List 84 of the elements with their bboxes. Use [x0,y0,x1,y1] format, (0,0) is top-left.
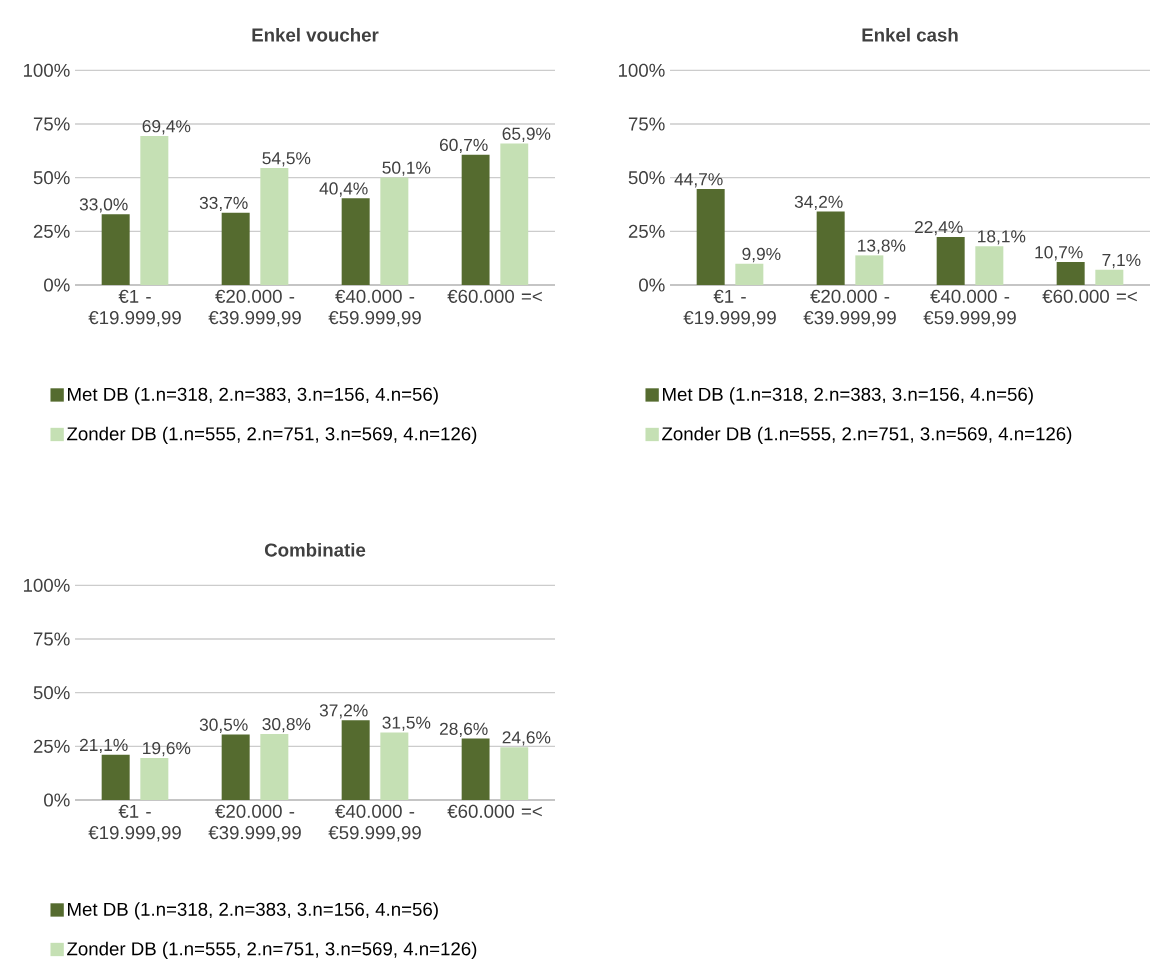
bar [855,255,884,285]
bar [936,236,965,285]
bar [140,136,169,285]
bar [696,189,725,285]
bar [221,734,250,800]
bar [1056,262,1085,285]
legend-label: Met DB (1.n=318, 2.n=383, 3.n=156, 4.n=56) [68,387,438,405]
y-tick-label: 25% [33,739,70,753]
x-tick-label: €60.000 =< [447,804,542,818]
data-label: 31,5% [382,716,431,731]
legend-label: Zonder DB (1.n=555, 2.n=751, 3.n=569, 4.n=126) [662,426,1072,445]
bar [260,733,289,800]
chart-title: Enkel cash [862,27,958,42]
bar [461,154,490,285]
data-label: 19,6% [143,742,191,757]
data-label: 50,1% [382,161,431,176]
data-label: 33,7% [199,196,248,212]
bar [500,143,529,285]
data-label: 65,9% [502,127,551,142]
data-label: 21,1% [79,738,128,754]
x-tick-label: €40.000 - €59.999,99 [328,289,421,327]
bar [735,263,764,285]
x-tick-label: €40.000 - €59.999,99 [328,804,421,842]
bar [341,720,370,800]
x-tick-label: €20.000 - €39.999,99 [208,289,301,327]
y-tick-label: 75% [628,117,665,131]
x-tick-label: €1 - €19.999,99 [683,289,776,327]
x-tick-label: €1 - €19.999,99 [88,804,181,842]
chart-title: Combinatie [264,542,366,557]
bar [461,738,490,800]
bar [341,198,370,285]
data-label: 28,6% [439,722,488,737]
data-label: 22,4% [914,220,963,236]
bar [1095,269,1124,285]
data-label: 24,6% [502,731,551,746]
x-tick-label: €20.000 - €39.999,99 [208,804,301,842]
x-tick-label: €1 - €19.999,99 [88,289,181,327]
y-tick-label: 0% [44,278,70,292]
y-tick-label: 50% [33,171,70,185]
x-tick-label: €60.000 =< [1042,289,1137,303]
data-label: 34,2% [794,195,843,210]
data-label: 7,1% [1102,253,1141,269]
legend-label: Zonder DB (1.n=555, 2.n=751, 3.n=569, 4.n=126) [67,941,477,960]
bar [816,211,845,285]
data-label: 9,9% [742,247,781,263]
x-tick-label: €60.000 =< [447,289,542,303]
y-tick-label: 25% [33,224,70,238]
y-tick-label: 100% [618,63,665,77]
y-tick-label: 0% [639,278,665,292]
y-tick-label: 75% [33,117,70,131]
y-tick-label: 25% [628,224,665,238]
bar [101,214,130,285]
data-label: 13,8% [858,239,906,254]
legend-label: Met DB (1.n=318, 2.n=383, 3.n=156, 4.n=56) [68,902,438,920]
x-tick-label: €40.000 - €59.999,99 [923,289,1016,327]
data-label: 69,4% [142,120,191,135]
chart-title: Enkel voucher [252,27,379,42]
bar [380,732,409,800]
legend-label: Met DB (1.n=318, 2.n=383, 3.n=156, 4.n=56) [663,387,1033,405]
bar [221,212,250,285]
data-label: 10,7% [1035,246,1083,261]
y-tick-label: 100% [23,63,70,77]
data-label: 60,7% [439,138,488,154]
bar [260,168,289,285]
data-label: 37,2% [319,704,368,719]
y-tick-label: 50% [628,171,665,185]
bar [380,177,409,285]
y-tick-label: 0% [44,793,70,807]
legend-label: Zonder DB (1.n=555, 2.n=751, 3.n=569, 4.n=126) [67,426,477,445]
data-label: 18,1% [978,230,1026,245]
data-label: 30,5% [199,718,248,733]
data-label: 54,5% [262,152,311,167]
data-label: 33,0% [79,198,128,213]
data-label: 44,7% [674,173,723,188]
data-label: 40,4% [319,182,368,197]
bar [975,246,1004,285]
y-tick-label: 75% [33,632,70,646]
data-label: 30,8% [262,717,311,733]
bar [140,757,169,800]
x-tick-label: €20.000 - €39.999,99 [803,289,896,327]
bar [500,747,529,800]
y-tick-label: 50% [33,686,70,700]
y-tick-label: 100% [23,578,70,592]
bar [101,754,130,800]
